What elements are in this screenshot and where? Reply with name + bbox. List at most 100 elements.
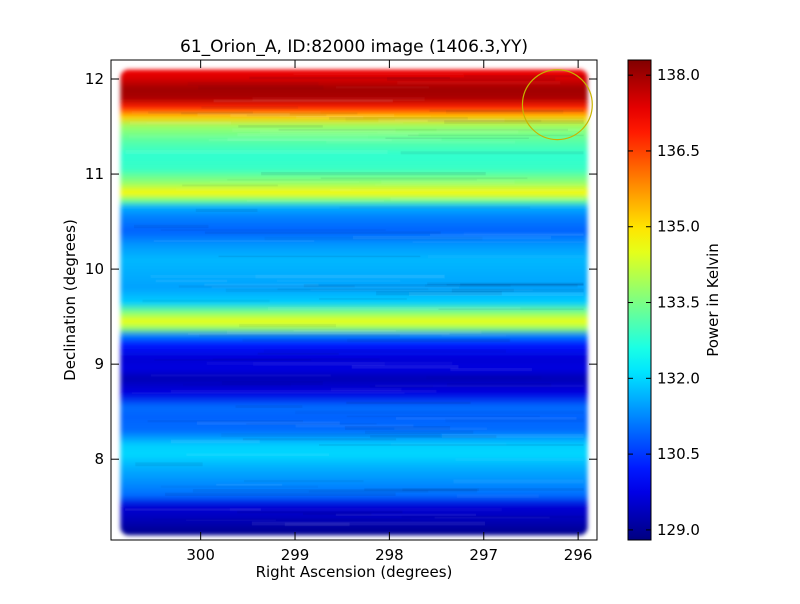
heatmap-streak [442,433,584,438]
x-axis: 300 299 298 297 296 [186,60,592,564]
colorbar-tick-label: 133.5 [657,294,700,312]
heatmap-streak [401,515,584,518]
heatmap-streak [407,134,584,137]
heatmap-streak [255,274,445,279]
heatmap-streak [125,150,388,154]
heatmap-streak [246,199,384,202]
x-tick-label: 299 [281,546,310,564]
heatmap-streak [385,137,529,139]
x-axis-label: Right Ascension (degrees) [256,563,453,581]
heatmap-streak [213,99,393,103]
heatmap-streak [436,128,584,132]
heatmap-streak [131,392,405,394]
heatmap-streak [232,128,396,133]
y-tick-label: 8 [94,450,104,468]
heatmap-streak [227,330,482,334]
chart-title: 61_Orion_A, ID:82000 image (1406.3,YY) [180,37,528,57]
heatmap-streak [135,462,203,467]
heatmap-streak [296,115,364,119]
source-marker-circle [521,69,593,141]
heatmap-streak [375,183,583,186]
heatmap-streak [450,368,532,372]
heatmap-streak [192,489,478,493]
y-axis-label: Declination (degrees) [61,219,79,381]
heatmap-streak [242,438,397,441]
heatmap-streak [451,288,584,293]
heatmap-streak [186,520,276,522]
heatmap-streak [235,405,303,408]
heatmap-streak [426,376,541,380]
heatmap-streak [394,427,487,430]
heatmap-streak [424,284,511,287]
heatmap-streak [402,488,479,492]
heatmap-streak [196,421,340,425]
heatmap-streak [171,439,260,444]
heatmap-streak [444,120,584,124]
heatmap-streak [188,82,319,86]
heatmap-streak [230,113,395,118]
colorbar-tick-label: 129.0 [657,521,700,539]
heatmap-streak [130,121,231,125]
heatmap-streak [303,284,578,288]
heatmap-streak [188,332,450,335]
heatmap-streak [460,283,584,286]
heatmap-streak [340,206,531,209]
heatmap-streak [377,131,584,134]
heatmap-streak [394,118,584,122]
heatmap-streak [246,114,327,117]
heatmap-streak [329,116,468,120]
x-tick-label: 296 [564,546,593,564]
heatmap-streak [153,240,315,242]
colorbar: 129.0 130.5 132.0 133.5 135.0 136.5 138.0 Powe… [627,59,722,541]
heatmap-streak [364,488,584,491]
heatmap-streak [320,177,528,180]
heatmap-streak [387,77,556,81]
heatmap-streak [249,76,450,80]
heatmap-streak [218,255,421,258]
heatmap-streak [446,283,584,286]
heatmap-streak [259,130,519,134]
heatmap-streak [294,74,464,76]
heatmap-streak [211,286,460,289]
heatmap-streak [427,119,542,123]
heatmap-streak [170,389,437,393]
heatmap-streak [268,306,521,311]
heatmap-streak [346,415,540,418]
heatmap-streak [390,197,584,202]
heatmap-streak [447,383,552,387]
colorbar-ticks: 129.0 130.5 132.0 133.5 135.0 136.5 138.0 [628,66,700,539]
heatmap-streak [453,479,584,484]
heatmap-streak [181,112,358,115]
heatmap-streak [346,401,471,405]
heatmap-streak [293,330,396,332]
colorbar-tick-label: 132.0 [657,369,700,387]
colorbar-tick-label: 135.0 [657,218,700,236]
y-tick-label: 11 [85,165,104,183]
heatmap-streak [183,383,291,386]
heatmap-streak [351,365,459,369]
heatmap-streak [263,349,506,353]
heatmap-streak [438,308,584,310]
heatmap-streak [378,118,505,123]
y-tick-label: 10 [85,260,104,278]
heatmap-streak [429,109,584,112]
heatmap-streak [197,112,290,117]
heatmap-streak [344,426,451,430]
heatmap-streak [375,384,584,388]
heatmap-streak [125,508,261,511]
heatmap-streak [147,420,303,423]
heatmap-streak [227,137,442,141]
heatmap-streak [148,111,253,114]
y-axis: 8 9 10 11 12 [85,70,597,468]
heatmap-streak [237,133,419,137]
heatmap-streak [244,480,364,483]
heatmap-streak [176,188,350,191]
heatmap-streak [335,513,476,516]
heatmap-streak [369,385,434,388]
heatmap-streak [161,229,386,231]
heatmap-streak [261,172,486,176]
heatmap-streak [154,359,312,361]
heatmap-streak [428,255,584,258]
